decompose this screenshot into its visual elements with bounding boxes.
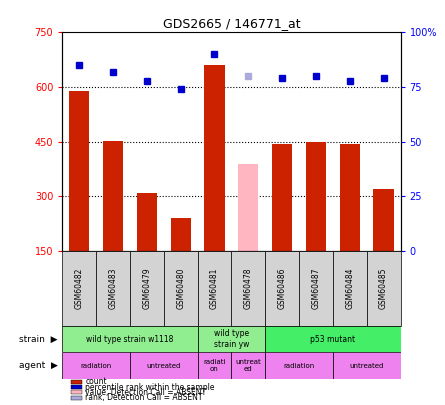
Bar [62,251,96,326]
Bar [62,352,130,379]
Text: untreated: untreated [146,362,181,369]
Text: untreat
ed: untreat ed [235,359,261,372]
Text: GSM60487: GSM60487 [312,268,320,309]
Bar [130,352,198,379]
Bar [340,144,360,251]
Text: radiation: radiation [283,362,315,369]
Text: GSM60486: GSM60486 [278,268,287,309]
Bar [265,326,400,352]
Bar [103,141,123,251]
Text: untreated: untreated [349,362,384,369]
Bar [137,193,157,251]
Text: count: count [85,377,107,386]
Bar [265,251,299,326]
Text: strain  ▶: strain ▶ [19,335,58,344]
Text: rank, Detection Call = ABSENT: rank, Detection Call = ABSENT [85,393,203,402]
Text: GSM60485: GSM60485 [379,268,388,309]
Title: GDS2665 / 146771_at: GDS2665 / 146771_at [162,17,300,30]
Bar [231,251,265,326]
Text: GSM60483: GSM60483 [109,268,117,309]
Text: GSM60484: GSM60484 [345,268,354,309]
Bar [333,251,367,326]
Text: GSM60481: GSM60481 [210,268,219,309]
Bar [373,189,394,251]
Bar [299,251,333,326]
Bar [306,142,326,251]
Bar [198,352,231,379]
Bar [198,251,231,326]
Bar [333,352,400,379]
Bar [272,144,292,251]
Bar [164,251,198,326]
Text: percentile rank within the sample: percentile rank within the sample [85,383,215,392]
Text: GSM60482: GSM60482 [75,268,84,309]
Text: GSM60480: GSM60480 [176,268,185,309]
Bar [62,326,198,352]
Bar [69,91,89,251]
Text: wild type strain w1118: wild type strain w1118 [86,335,174,344]
Text: radiati
on: radiati on [203,359,226,372]
Text: agent  ▶: agent ▶ [19,361,58,370]
Bar [231,352,265,379]
Text: GSM60479: GSM60479 [142,268,151,309]
Bar [204,65,225,251]
Bar [367,251,401,326]
Bar [96,251,130,326]
Text: GSM60478: GSM60478 [244,268,253,309]
Text: value, Detection Call = ABSENT: value, Detection Call = ABSENT [85,388,206,397]
Bar [265,352,333,379]
Text: wild type
strain yw: wild type strain yw [214,330,249,349]
Bar [130,251,164,326]
Bar [170,218,191,251]
Text: p53 mutant: p53 mutant [310,335,356,344]
Text: radiation: radiation [81,362,112,369]
Bar [238,164,259,251]
Bar [198,326,265,352]
